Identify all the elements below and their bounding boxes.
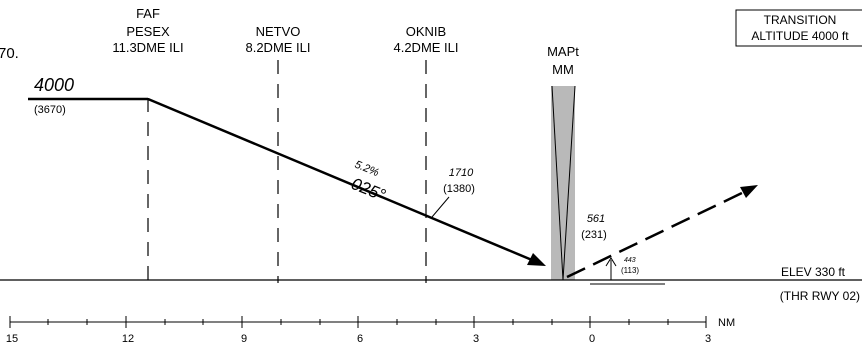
fix-netvo-dme: 8.2DME ILI	[245, 40, 310, 55]
missed-approach-dashed-line	[566, 191, 743, 279]
distance-scale: 15 12 9 6 3 0 3 NM	[6, 316, 735, 345]
altitude-4000-height: (3670)	[34, 104, 66, 116]
fix-netvo-name: NETVO	[256, 24, 301, 39]
obstacle-height: (113)	[621, 266, 639, 275]
obstacle: 443 (113)	[590, 257, 665, 285]
fix-oknib: OKNIB 4.2DME ILI	[393, 24, 459, 283]
scale-unit-label: NM	[718, 317, 735, 329]
mapt: MAPt MM	[547, 44, 579, 281]
transition-label: TRANSITION	[764, 13, 837, 27]
fix-netvo: NETVO 8.2DME ILI	[245, 24, 311, 283]
descent-arrowhead	[527, 253, 546, 266]
fix-faf-pesex: FAF PESEX 11.3DME ILI	[112, 6, 184, 283]
scale-label-9: 9	[241, 333, 247, 345]
descent-course: 025°	[349, 174, 389, 205]
scale-label-12: 12	[122, 333, 134, 345]
check-altitude-leader	[431, 196, 450, 218]
mapt-tolerance-zone	[551, 86, 575, 280]
missed-altitude-height: (231)	[581, 229, 607, 241]
mapt-mm-label: MM	[552, 62, 574, 77]
check-altitude: 1710 (1380)	[431, 167, 475, 218]
missed-approach-arrowhead	[740, 185, 758, 198]
elevation-label: ELEV 330 ft	[781, 265, 846, 279]
altitude-4000-value: 4000	[34, 75, 74, 95]
check-altitude-value: 1710	[449, 167, 474, 179]
mapt-cone-right	[562, 85, 576, 281]
obstacle-value: 443	[624, 257, 636, 264]
transition-altitude-box: TRANSITION ALTITUDE 4000 ft	[735, 9, 862, 47]
transition-box-frame	[735, 9, 862, 47]
transition-altitude-label: ALTITUDE 4000 ft	[751, 29, 849, 43]
mapt-cone-left	[551, 85, 564, 281]
initial-altitude: 4000 (3670)	[34, 75, 74, 116]
missed-altitude-value: 561	[587, 213, 605, 225]
scale-label-3: 3	[473, 333, 479, 345]
left-edge-text: 70.	[0, 45, 19, 62]
missed-approach-path: 561 (231)	[566, 185, 758, 279]
mapt-label: MAPt	[547, 44, 579, 59]
fix-pesex-name: PESEX	[126, 24, 170, 39]
obstacle-arrow	[605, 257, 617, 267]
scale-label-0: 0	[589, 333, 595, 345]
check-altitude-height: (1380)	[443, 183, 475, 195]
fix-faf-label: FAF	[136, 6, 160, 21]
fix-oknib-dme: 4.2DME ILI	[393, 40, 458, 55]
fix-pesex-dme: 11.3DME ILI	[112, 40, 183, 55]
descent-line	[147, 97, 533, 262]
fix-oknib-name: OKNIB	[406, 24, 446, 39]
scale-label-15: 15	[6, 333, 18, 345]
scale-label-3-right: 3	[705, 333, 711, 345]
scale-label-6: 6	[357, 333, 363, 345]
threshold-label: (THR RWY 02)	[780, 289, 860, 303]
